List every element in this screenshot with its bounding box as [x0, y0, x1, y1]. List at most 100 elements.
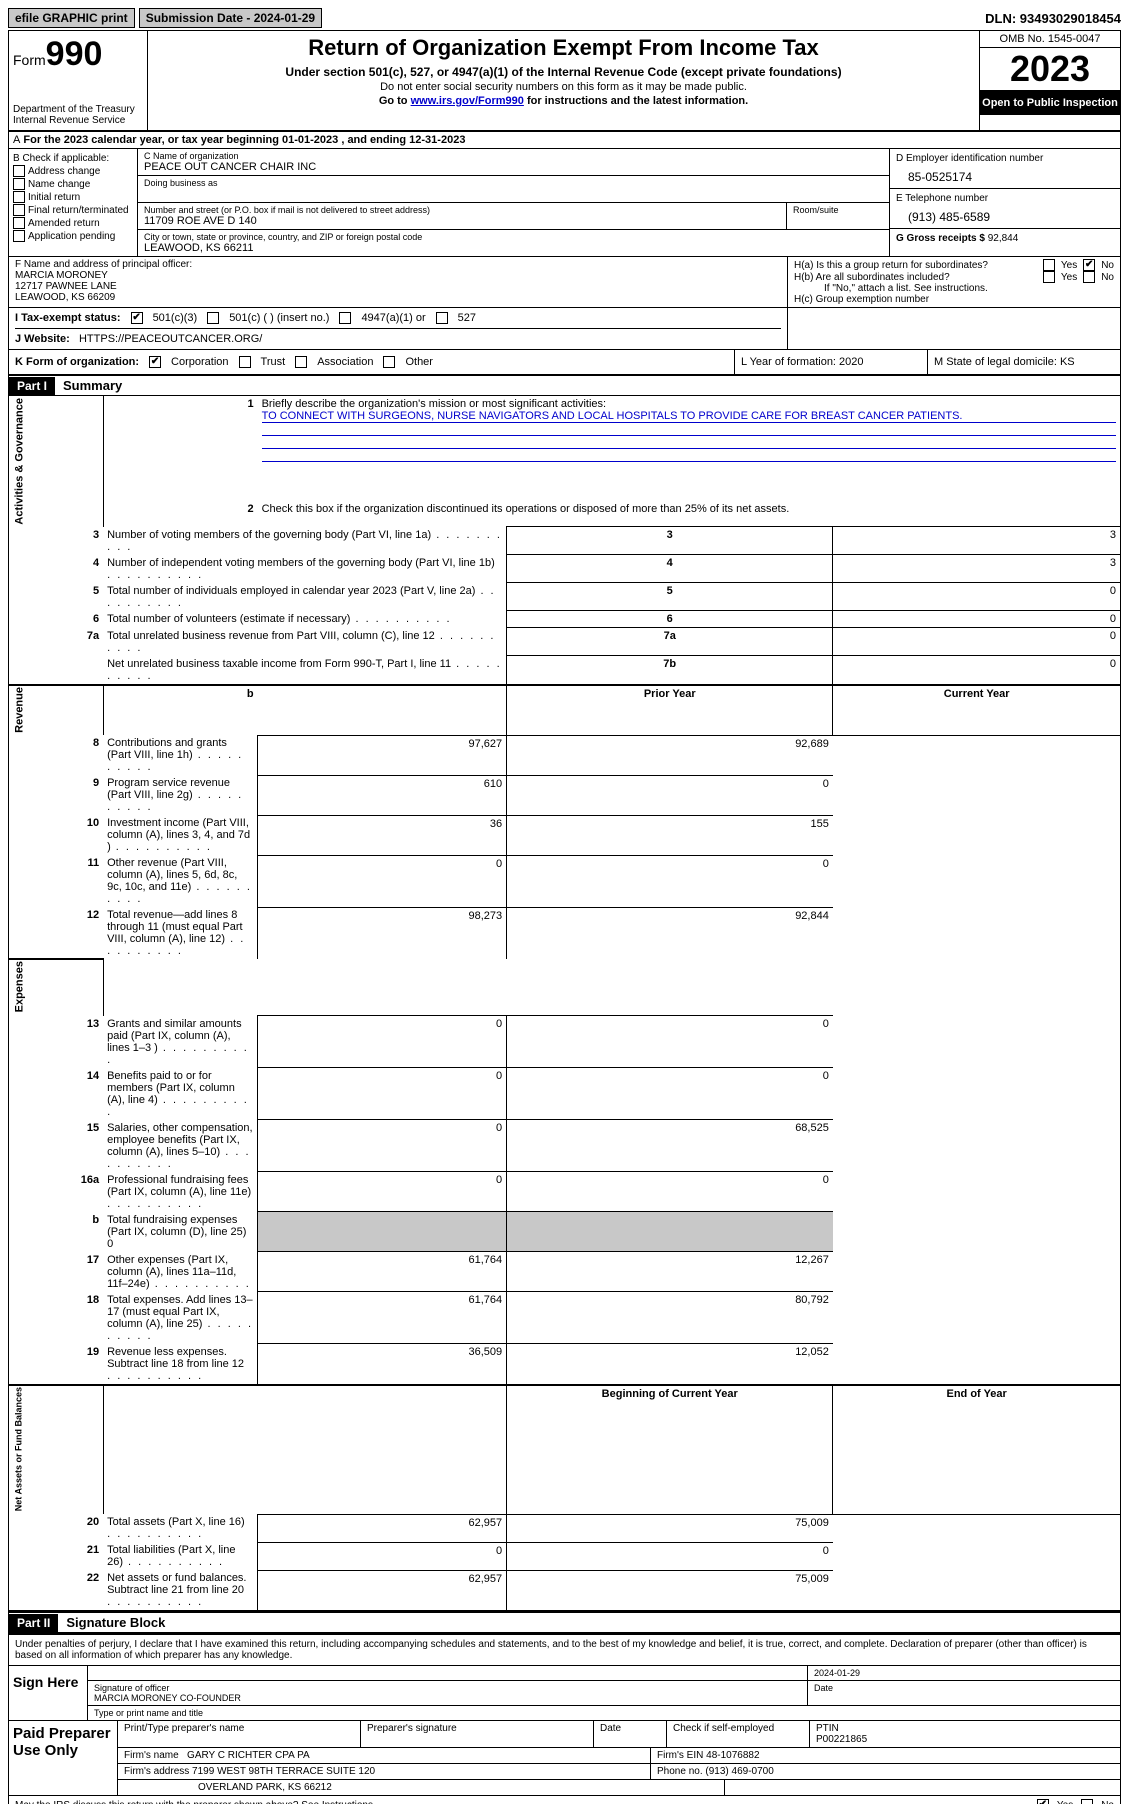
tax-exempt-label: I Tax-exempt status:	[15, 312, 121, 324]
chk-other[interactable]	[383, 356, 395, 368]
chk-527[interactable]	[436, 312, 448, 324]
date-label: Date	[808, 1681, 1120, 1705]
line-a: A For the 2023 calendar year, or tax yea…	[8, 132, 1121, 149]
department: Department of the Treasury Internal Reve…	[13, 104, 143, 126]
chk-4947[interactable]	[339, 312, 351, 324]
gross-receipts-label: G Gross receipts $	[896, 233, 985, 244]
ptin-value: P00221865	[816, 1734, 867, 1745]
ein-label: D Employer identification number	[896, 153, 1114, 164]
city-value: LEAWOOD, KS 66211	[144, 242, 883, 254]
box-b-title: B Check if applicable:	[13, 153, 133, 164]
sig-officer-label: Signature of officer	[94, 1683, 169, 1693]
room-suite-label: Room/suite	[787, 203, 889, 229]
hb-label: H(b) Are all subordinates included?	[794, 272, 1037, 283]
ptin-label: PTIN	[816, 1723, 839, 1734]
type-name-label: Type or print name and title	[88, 1706, 1120, 1720]
city-label: City or town, state or province, country…	[144, 232, 883, 242]
hb-no[interactable]	[1083, 271, 1095, 283]
box-h: H(a) Is this a group return for subordin…	[788, 257, 1120, 307]
box-b: B Check if applicable: Address change Na…	[9, 149, 138, 256]
prep-date-label: Date	[594, 1721, 667, 1747]
form-number: 990	[46, 35, 103, 73]
form-subtitle: Under section 501(c), 527, or 4947(a)(1)…	[156, 65, 971, 79]
perjury-declaration: Under penalties of perjury, I declare th…	[9, 1635, 1120, 1665]
efile-button[interactable]: efile GRAPHIC print	[8, 8, 135, 28]
firm-name-label: Firm's name	[124, 1750, 179, 1761]
firm-ein: 48-1076882	[706, 1750, 759, 1761]
form-header: Form990 Department of the Treasury Inter…	[8, 30, 1121, 132]
firm-phone-label: Phone no.	[657, 1766, 703, 1777]
header-left: Form990 Department of the Treasury Inter…	[9, 31, 148, 130]
dln: DLN: 93493029018454	[985, 11, 1121, 26]
signature-block: Under penalties of perjury, I declare th…	[8, 1633, 1121, 1804]
firm-name: GARY C RICHTER CPA PA	[187, 1750, 310, 1761]
form-990-page: efile GRAPHIC print Submission Date - 20…	[8, 8, 1121, 1804]
irs-link[interactable]: www.irs.gov/Form990	[411, 95, 524, 107]
ssn-note: Do not enter social security numbers on …	[156, 81, 971, 93]
row-f-h: F Name and address of principal officer:…	[8, 257, 1121, 308]
l2-text: Check this box if the organization disco…	[258, 501, 1121, 527]
paid-preparer-label: Paid Preparer Use Only	[9, 1721, 118, 1795]
l1-label: Briefly describe the organization's miss…	[262, 398, 1116, 410]
form-prefix: Form	[13, 52, 46, 68]
phone-label: E Telephone number	[896, 193, 1114, 204]
lbl-name-change: Name change	[28, 179, 90, 190]
tax-year-range: For the 2023 calendar year, or tax year …	[23, 134, 465, 146]
sig-officer-name: MARCIA MORONEY CO-FOUNDER	[94, 1693, 241, 1703]
firm-addr1: 7199 WEST 98TH TERRACE SUITE 120	[192, 1766, 375, 1777]
chk-address-change[interactable]	[13, 165, 25, 177]
hb-yes[interactable]	[1043, 271, 1055, 283]
hb-note: If "No," attach a list. See instructions…	[794, 283, 1114, 294]
org-name: PEACE OUT CANCER CHAIR INC	[144, 161, 883, 173]
discuss-no[interactable]	[1081, 1799, 1093, 1804]
ha-yes[interactable]	[1043, 259, 1055, 271]
officer-addr1: 12717 PAWNEE LANE	[15, 281, 781, 292]
submission-date: Submission Date - 2024-01-29	[139, 8, 322, 28]
hc-label: H(c) Group exemption number	[794, 294, 1114, 305]
lbl-amended: Amended return	[28, 218, 100, 229]
chk-name-change[interactable]	[13, 178, 25, 190]
chk-501c[interactable]	[207, 312, 219, 324]
side-netassets: Net Assets or Fund Balances	[9, 1385, 104, 1514]
chk-initial-return[interactable]	[13, 191, 25, 203]
discuss-label: May the IRS discuss this return with the…	[15, 1800, 471, 1804]
discuss-yes[interactable]	[1037, 1799, 1049, 1804]
phone-value: (913) 485-6589	[896, 204, 1114, 224]
officer-name: MARCIA MORONEY	[15, 270, 781, 281]
chk-501c3[interactable]	[131, 312, 143, 324]
header-mid: Return of Organization Exempt From Incom…	[148, 31, 979, 130]
chk-final-return[interactable]	[13, 204, 25, 216]
chk-app-pending[interactable]	[13, 230, 25, 242]
goto-prefix: Go to	[379, 95, 411, 107]
chk-assoc[interactable]	[295, 356, 307, 368]
ha-no[interactable]	[1083, 259, 1095, 271]
form-org-label: K Form of organization:	[15, 356, 139, 368]
prep-sig-label: Preparer's signature	[361, 1721, 594, 1747]
box-c: C Name of organization PEACE OUT CANCER …	[138, 149, 889, 256]
hdr-current: Current Year	[833, 685, 1121, 736]
officer-addr2: LEAWOOD, KS 66209	[15, 292, 781, 303]
side-governance: Activities & Governance	[9, 396, 104, 527]
part1-title: Summary	[55, 376, 130, 395]
chk-trust[interactable]	[239, 356, 251, 368]
form-title: Return of Organization Exempt From Incom…	[156, 35, 971, 61]
sig-date: 2024-01-29	[808, 1666, 1120, 1680]
gross-receipts-value: 92,844	[988, 233, 1019, 244]
header-right: OMB No. 1545-0047 2023 Open to Public In…	[979, 31, 1120, 130]
ein-value: 85-0525174	[896, 164, 1114, 184]
top-bar: efile GRAPHIC print Submission Date - 20…	[8, 8, 1121, 28]
lbl-final-return: Final return/terminated	[28, 205, 129, 216]
self-employed: Check if self-employed	[667, 1721, 810, 1747]
omb-number: OMB No. 1545-0047	[980, 31, 1120, 48]
goto-suffix: for instructions and the latest informat…	[524, 95, 748, 107]
prep-name-label: Print/Type preparer's name	[118, 1721, 361, 1747]
row-i-j: I Tax-exempt status: 501(c)(3) 501(c) ( …	[8, 308, 1121, 350]
website-value: HTTPS://PEACEOUTCANCER.ORG/	[79, 333, 262, 345]
hdr-prior: Prior Year	[507, 685, 833, 736]
l1-mission: TO CONNECT WITH SURGEONS, NURSE NAVIGATO…	[262, 410, 1116, 423]
chk-corp[interactable]	[149, 356, 161, 368]
org-name-label: C Name of organization	[144, 151, 883, 161]
hdr-begin: Beginning of Current Year	[507, 1385, 833, 1514]
chk-amended[interactable]	[13, 217, 25, 229]
year-formation: L Year of formation: 2020	[734, 350, 927, 374]
